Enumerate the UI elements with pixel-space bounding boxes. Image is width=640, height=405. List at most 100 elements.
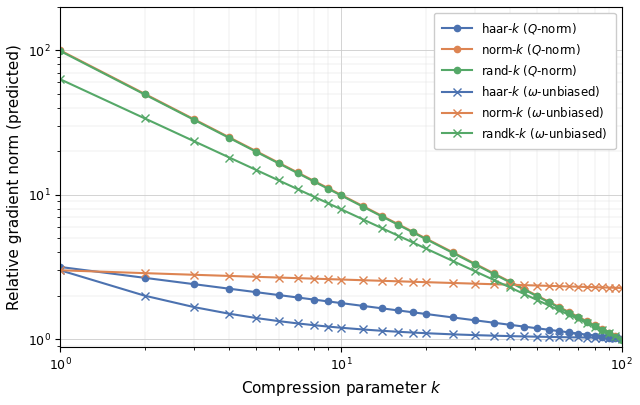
rand-$k$ ($Q$-norm) xyxy=(591,323,598,328)
haar-$k$ ($Q$-norm) xyxy=(490,320,497,325)
randk-$k$ ($\omega$-unbiased) xyxy=(605,331,612,336)
rand-$k$ ($Q$-norm) xyxy=(471,262,479,267)
rand-$k$ ($Q$-norm) xyxy=(310,179,317,184)
haar-$k$ ($\omega$-unbiased) xyxy=(591,335,598,340)
rand-$k$ ($Q$-norm) xyxy=(565,310,573,315)
rand-$k$ ($Q$-norm) xyxy=(598,327,606,332)
norm-$k$ ($\omega$-unbiased) xyxy=(409,279,417,284)
norm-$k$ ($\omega$-unbiased) xyxy=(294,276,301,281)
rand-$k$ ($Q$-norm) xyxy=(575,315,582,320)
haar-$k$ ($\omega$-unbiased) xyxy=(422,331,429,336)
randk-$k$ ($\omega$-unbiased) xyxy=(310,194,317,199)
haar-$k$ ($\omega$-unbiased) xyxy=(141,293,148,298)
haar-$k$ ($\omega$-unbiased) xyxy=(565,335,573,340)
norm-$k$ ($\omega$-unbiased) xyxy=(360,278,367,283)
randk-$k$ ($\omega$-unbiased) xyxy=(520,292,528,296)
haar-$k$ ($Q$-norm) xyxy=(253,290,260,294)
norm-$k$ ($\omega$-unbiased) xyxy=(591,285,598,290)
rand-$k$ ($Q$-norm) xyxy=(545,300,553,305)
randk-$k$ ($\omega$-unbiased) xyxy=(533,298,541,303)
haar-$k$ ($\omega$-unbiased) xyxy=(253,315,260,320)
norm-$k$ ($\omega$-unbiased) xyxy=(324,277,332,281)
haar-$k$ ($Q$-norm) xyxy=(520,324,528,329)
haar-$k$ ($Q$-norm) xyxy=(409,310,417,315)
haar-$k$ ($Q$-norm) xyxy=(556,329,563,334)
haar-$k$ ($Q$-norm) xyxy=(378,306,386,311)
randk-$k$ ($\omega$-unbiased) xyxy=(556,308,563,313)
haar-$k$ ($Q$-norm) xyxy=(506,322,514,327)
haar-$k$ ($\omega$-unbiased) xyxy=(56,268,64,273)
norm-$k$ ($\omega$-unbiased) xyxy=(618,286,625,290)
Y-axis label: Relative gradient norm (predicted): Relative gradient norm (predicted) xyxy=(7,44,22,310)
haar-$k$ ($\omega$-unbiased) xyxy=(294,321,301,326)
randk-$k$ ($\omega$-unbiased) xyxy=(324,201,332,206)
randk-$k$ ($\omega$-unbiased) xyxy=(378,226,386,230)
haar-$k$ ($Q$-norm) xyxy=(575,331,582,336)
haar-$k$ ($\omega$-unbiased) xyxy=(310,323,317,328)
randk-$k$ ($\omega$-unbiased) xyxy=(565,312,573,317)
rand-$k$ ($Q$-norm) xyxy=(360,205,367,209)
norm-$k$ ($\omega$-unbiased) xyxy=(190,272,198,277)
haar-$k$ ($\omega$-unbiased) xyxy=(449,332,456,337)
norm-$k$ ($Q$-norm) xyxy=(533,293,541,298)
norm-$k$ ($\omega$-unbiased) xyxy=(337,277,345,282)
haar-$k$ ($\omega$-unbiased) xyxy=(545,335,553,339)
norm-$k$ ($Q$-norm) xyxy=(337,192,345,197)
haar-$k$ ($Q$-norm) xyxy=(422,311,429,316)
randk-$k$ ($\omega$-unbiased) xyxy=(591,324,598,329)
rand-$k$ ($Q$-norm) xyxy=(605,331,612,336)
rand-$k$ ($Q$-norm) xyxy=(141,92,148,97)
haar-$k$ ($Q$-norm) xyxy=(394,308,402,313)
norm-$k$ ($Q$-norm) xyxy=(422,236,429,241)
norm-$k$ ($Q$-norm) xyxy=(190,117,198,122)
rand-$k$ ($Q$-norm) xyxy=(394,222,402,227)
randk-$k$ ($\omega$-unbiased) xyxy=(275,178,282,183)
norm-$k$ ($Q$-norm) xyxy=(575,314,582,319)
norm-$k$ ($\omega$-unbiased) xyxy=(545,284,553,288)
norm-$k$ ($Q$-norm) xyxy=(612,333,620,338)
Line: haar-$k$ ($Q$-norm): haar-$k$ ($Q$-norm) xyxy=(57,264,625,342)
randk-$k$ ($\omega$-unbiased) xyxy=(575,317,582,322)
rand-$k$ ($Q$-norm) xyxy=(225,136,233,141)
norm-$k$ ($\omega$-unbiased) xyxy=(253,275,260,279)
haar-$k$ ($Q$-norm) xyxy=(275,293,282,298)
norm-$k$ ($Q$-norm) xyxy=(545,299,553,304)
rand-$k$ ($Q$-norm) xyxy=(253,149,260,154)
randk-$k$ ($\omega$-unbiased) xyxy=(409,240,417,245)
norm-$k$ ($Q$-norm) xyxy=(520,287,528,292)
rand-$k$ ($Q$-norm) xyxy=(294,171,301,175)
haar-$k$ ($\omega$-unbiased) xyxy=(409,330,417,335)
norm-$k$ ($Q$-norm) xyxy=(605,330,612,335)
haar-$k$ ($Q$-norm) xyxy=(310,297,317,302)
norm-$k$ ($\omega$-unbiased) xyxy=(506,282,514,287)
norm-$k$ ($\omega$-unbiased) xyxy=(533,283,541,288)
norm-$k$ ($\omega$-unbiased) xyxy=(141,271,148,275)
randk-$k$ ($\omega$-unbiased) xyxy=(337,207,345,212)
haar-$k$ ($\omega$-unbiased) xyxy=(575,335,582,340)
Line: randk-$k$ ($\omega$-unbiased): randk-$k$ ($\omega$-unbiased) xyxy=(56,75,625,343)
norm-$k$ ($\omega$-unbiased) xyxy=(556,284,563,289)
haar-$k$ ($\omega$-unbiased) xyxy=(324,324,332,329)
norm-$k$ ($Q$-norm) xyxy=(618,337,625,341)
haar-$k$ ($Q$-norm) xyxy=(618,337,625,341)
norm-$k$ ($Q$-norm) xyxy=(141,92,148,96)
randk-$k$ ($\omega$-unbiased) xyxy=(294,187,301,192)
Line: norm-$k$ ($Q$-norm): norm-$k$ ($Q$-norm) xyxy=(57,47,625,342)
haar-$k$ ($\omega$-unbiased) xyxy=(598,335,606,340)
norm-$k$ ($Q$-norm) xyxy=(253,149,260,154)
norm-$k$ ($\omega$-unbiased) xyxy=(449,281,456,286)
rand-$k$ ($Q$-norm) xyxy=(190,117,198,122)
Line: rand-$k$ ($Q$-norm): rand-$k$ ($Q$-norm) xyxy=(57,48,625,343)
haar-$k$ ($Q$-norm) xyxy=(545,327,553,332)
norm-$k$ ($\omega$-unbiased) xyxy=(471,281,479,286)
rand-$k$ ($Q$-norm) xyxy=(556,305,563,310)
norm-$k$ ($Q$-norm) xyxy=(471,261,479,266)
haar-$k$ ($\omega$-unbiased) xyxy=(605,335,612,340)
norm-$k$ ($\omega$-unbiased) xyxy=(583,285,591,290)
haar-$k$ ($\omega$-unbiased) xyxy=(556,335,563,339)
rand-$k$ ($Q$-norm) xyxy=(324,186,332,191)
randk-$k$ ($\omega$-unbiased) xyxy=(449,258,456,263)
haar-$k$ ($Q$-norm) xyxy=(598,334,606,339)
rand-$k$ ($Q$-norm) xyxy=(275,161,282,166)
norm-$k$ ($\omega$-unbiased) xyxy=(378,278,386,283)
